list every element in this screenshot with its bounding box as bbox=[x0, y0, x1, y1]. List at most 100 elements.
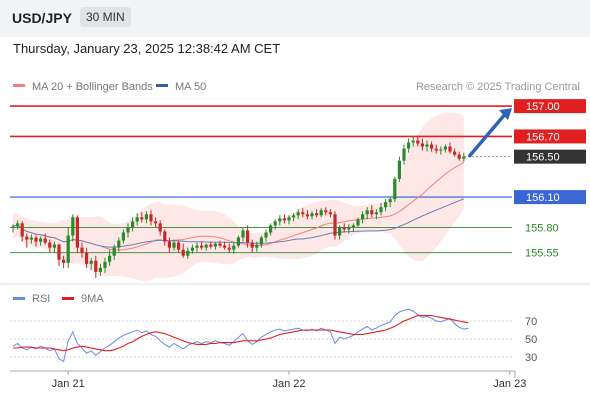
candle-body bbox=[39, 238, 43, 242]
candle bbox=[62, 255, 66, 268]
candle bbox=[278, 215, 282, 226]
candle-body bbox=[328, 212, 332, 215]
candle bbox=[282, 214, 286, 224]
candle bbox=[57, 243, 61, 266]
candle bbox=[374, 209, 378, 220]
candle-body bbox=[25, 236, 29, 240]
candle bbox=[255, 241, 259, 252]
candle bbox=[177, 240, 181, 253]
x-tick-label: Jan 21 bbox=[52, 378, 85, 390]
candle-body bbox=[204, 244, 208, 248]
projection-arrow-shaft bbox=[468, 111, 508, 158]
candle bbox=[204, 243, 208, 251]
candle bbox=[172, 239, 176, 251]
candle bbox=[264, 229, 268, 242]
candle-body bbox=[388, 199, 392, 203]
timestamp: Thursday, January 23, 2025 12:38:42 AM C… bbox=[13, 41, 281, 56]
timeframe-badge[interactable]: 30 MIN bbox=[80, 7, 131, 27]
candle-body bbox=[365, 210, 369, 215]
candle bbox=[131, 217, 135, 232]
candle-body bbox=[439, 149, 443, 151]
rsi-panel: 70 50 30 bbox=[10, 308, 537, 364]
candle bbox=[126, 223, 130, 238]
candle-body bbox=[259, 237, 263, 245]
candle bbox=[11, 224, 15, 233]
candle-body bbox=[218, 243, 222, 246]
candle-body bbox=[209, 244, 213, 247]
candle-body bbox=[85, 252, 89, 264]
candle bbox=[94, 255, 98, 278]
legend-rsi-label: RSI bbox=[32, 293, 50, 305]
candle-body bbox=[149, 214, 153, 222]
candle bbox=[448, 142, 452, 154]
candle bbox=[89, 257, 93, 270]
level-label-156.50: 156.50 bbox=[526, 152, 560, 164]
level-label-156.70: 156.70 bbox=[526, 131, 560, 143]
candle-body bbox=[48, 242, 52, 248]
legend-ma50-swatch bbox=[156, 84, 168, 87]
candle bbox=[319, 208, 323, 218]
candle-body bbox=[57, 244, 61, 260]
candle-body bbox=[75, 217, 79, 248]
candle-body bbox=[190, 247, 194, 251]
candle bbox=[310, 211, 314, 220]
candle bbox=[195, 242, 199, 252]
candle-body bbox=[89, 260, 93, 264]
candle bbox=[430, 141, 434, 152]
candle-body bbox=[296, 212, 300, 216]
candle-body bbox=[29, 237, 33, 240]
legend-rsi-swatch bbox=[13, 297, 25, 300]
level-label-155.55: 155.55 bbox=[525, 248, 559, 260]
candle bbox=[338, 225, 342, 240]
projection-layer bbox=[468, 108, 512, 158]
legend-9ma-swatch bbox=[62, 297, 74, 300]
candle-body bbox=[462, 156, 466, 159]
level-lines-layer bbox=[10, 105, 512, 254]
candle-body bbox=[144, 214, 148, 220]
candle bbox=[218, 240, 222, 248]
candle bbox=[250, 239, 254, 253]
watermark: Research © 2025 Trading Central bbox=[416, 81, 580, 93]
level-tag-156.50 bbox=[514, 149, 586, 164]
candle bbox=[236, 235, 240, 248]
candle-body bbox=[397, 160, 401, 179]
candle-body bbox=[11, 226, 15, 228]
legend-ma20-swatch bbox=[13, 84, 25, 87]
candle bbox=[140, 212, 144, 223]
candle bbox=[154, 217, 158, 228]
candle-body bbox=[347, 227, 351, 230]
candle bbox=[305, 210, 309, 220]
candle bbox=[365, 207, 369, 220]
candle-body bbox=[108, 255, 112, 262]
candles-layer bbox=[11, 136, 466, 278]
candle-body bbox=[448, 146, 452, 152]
candle bbox=[370, 205, 374, 218]
candle-body bbox=[287, 217, 291, 221]
candle bbox=[121, 229, 125, 244]
candle bbox=[85, 247, 89, 268]
candle-body bbox=[379, 207, 383, 213]
candle bbox=[273, 219, 277, 230]
candle bbox=[103, 257, 107, 273]
level-tag-156.10 bbox=[514, 190, 586, 205]
candle-body bbox=[135, 217, 139, 222]
candle bbox=[457, 151, 461, 161]
level-label-155.80: 155.80 bbox=[525, 222, 559, 234]
candle bbox=[227, 243, 231, 253]
candle bbox=[388, 197, 392, 208]
legend-ma50-label: MA 50 bbox=[175, 81, 206, 93]
candle-body bbox=[177, 242, 181, 250]
candle bbox=[20, 221, 24, 242]
candle-body bbox=[140, 217, 144, 220]
candle-body bbox=[453, 151, 457, 155]
candle bbox=[347, 224, 351, 234]
candle-body bbox=[246, 230, 250, 243]
candle-body bbox=[319, 210, 323, 216]
candle-body bbox=[112, 247, 116, 256]
candle-body bbox=[250, 242, 254, 248]
candle bbox=[71, 214, 75, 242]
candle bbox=[158, 220, 162, 236]
candle-body bbox=[66, 235, 70, 263]
candle bbox=[16, 220, 20, 230]
